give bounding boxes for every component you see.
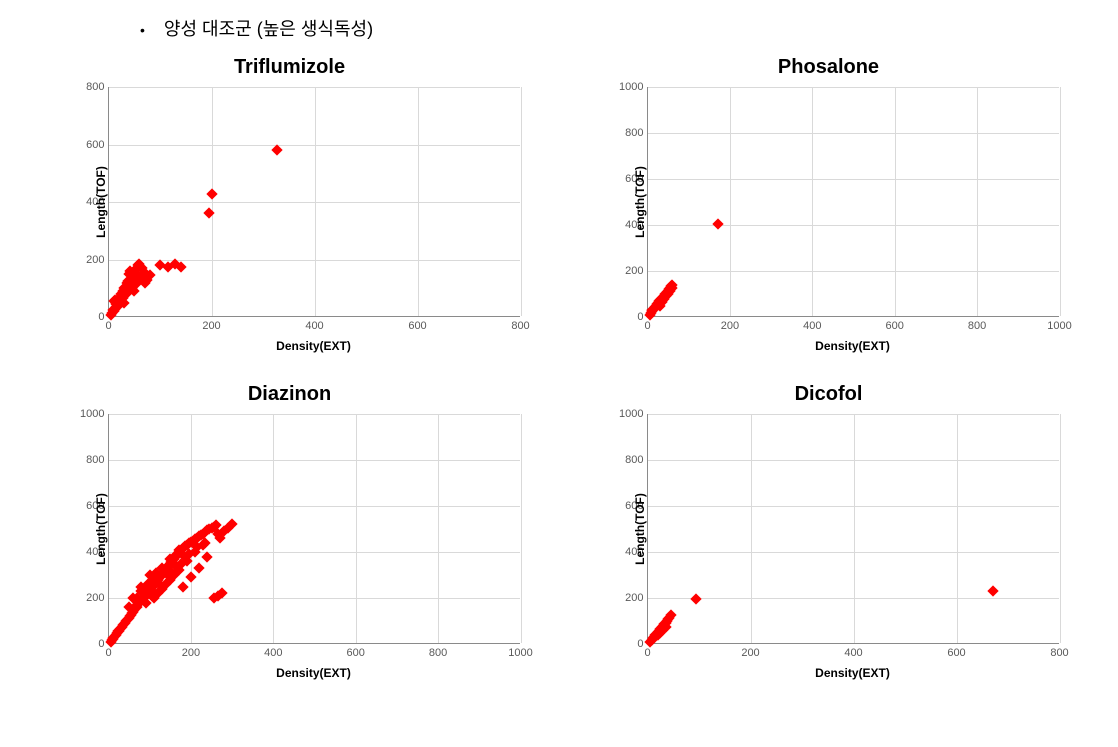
gridline-v [521,87,522,316]
y-axis-label: Length(TOF) [632,166,646,238]
x-axis-label: Density(EXT) [647,339,1059,353]
xtick-label: 600 [408,316,426,332]
page-header: • 양성 대조군 (높은 생식독성) [40,10,1078,56]
chart-title: Phosalone [579,56,1078,79]
chart-wrap: 020040060080010000200400600800Length(TOF… [599,414,1059,680]
ytick-label: 800 [625,454,647,466]
chart-title: Diazinon [40,383,539,406]
gridline-v [356,414,357,643]
plot-area: 020040060080010000200400600800Length(TOF… [647,414,1059,644]
xtick-label: 200 [202,316,220,332]
gridline-h [648,179,1059,180]
chart-wrap: 02004006008000200400600800Length(TOF) Den… [60,87,520,353]
y-axis-label: Length(TOF) [93,166,107,238]
gridline-h [648,271,1059,272]
data-point [185,572,196,583]
gridline-v [854,414,855,643]
gridline-v [1060,414,1061,643]
data-point [193,562,204,573]
chart-cell: Dicofol 020040060080010000200400600800Len… [579,383,1078,680]
plot-area: 0200400600800100002004006008001000Length… [108,414,520,644]
chart-title: Triflumizole [40,56,539,79]
gridline-v [521,414,522,643]
charts-grid: Triflumizole 02004006008000200400600800Le… [40,56,1078,680]
chart-wrap: 0200400600800100002004006008001000Length… [60,414,520,680]
xtick-label: 600 [886,316,904,332]
gridline-v [957,414,958,643]
xtick-label: 400 [305,316,323,332]
gridline-v [977,87,978,316]
chart-cell: Triflumizole 02004006008000200400600800Le… [40,56,539,353]
ytick-label: 200 [625,592,647,604]
gridline-v [315,87,316,316]
gridline-h [109,506,520,507]
xtick-label: 1000 [508,643,532,659]
data-point [203,207,214,218]
xtick-label: 400 [264,643,282,659]
x-axis-label: Density(EXT) [108,339,520,353]
gridline-h [648,225,1059,226]
data-point [712,218,723,229]
gridline-v [1060,87,1061,316]
x-axis-label: Density(EXT) [647,666,1059,680]
gridline-v [730,87,731,316]
data-point [691,593,702,604]
chart-wrap: 0200400600800100002004006008001000Length… [599,87,1059,353]
ytick-label: 600 [86,139,108,151]
y-axis-label: Length(TOF) [93,493,107,565]
chart-title: Dicofol [579,383,1078,406]
chart-cell: Phosalone 0200400600800100002004006008001… [579,56,1078,353]
gridline-v [273,414,274,643]
gridline-h [109,598,520,599]
gridline-v [812,87,813,316]
ytick-label: 800 [625,127,647,139]
xtick-label: 600 [947,643,965,659]
data-point [206,188,217,199]
xtick-label: 800 [968,316,986,332]
x-axis-label: Density(EXT) [108,666,520,680]
plot-area: 02004006008000200400600800Length(TOF) [108,87,520,317]
xtick-label: 1000 [1047,316,1071,332]
plot-area: 0200400600800100002004006008001000Length… [647,87,1059,317]
gridline-v [438,414,439,643]
xtick-label: 800 [429,643,447,659]
ytick-label: 800 [86,454,108,466]
gridline-v [751,414,752,643]
xtick-label: 800 [1050,643,1068,659]
ytick-label: 1000 [80,408,108,420]
ytick-label: 200 [86,592,108,604]
gridline-h [109,460,520,461]
data-point [987,585,998,596]
data-point [272,144,283,155]
ytick-label: 1000 [619,81,647,93]
gridline-h [109,414,520,415]
xtick-label: 200 [182,643,200,659]
xtick-label: 600 [347,643,365,659]
ytick-label: 200 [86,254,108,266]
gridline-v [418,87,419,316]
ytick-label: 800 [86,81,108,93]
bullet-icon: • [140,22,145,38]
gridline-v [212,87,213,316]
xtick-label: 800 [511,316,529,332]
y-axis-label: Length(TOF) [632,493,646,565]
gridline-h [648,87,1059,88]
ytick-label: 200 [625,265,647,277]
chart-cell: Diazinon 02004006008001000020040060080010… [40,383,539,680]
xtick-label: 400 [844,643,862,659]
gridline-v [191,414,192,643]
xtick-label: 200 [721,316,739,332]
xtick-label: 400 [803,316,821,332]
data-point [177,581,188,592]
xtick-label: 200 [741,643,759,659]
gridline-v [895,87,896,316]
header-text: 양성 대조군 (높은 생식독성) [164,19,373,39]
gridline-h [648,133,1059,134]
ytick-label: 1000 [619,408,647,420]
